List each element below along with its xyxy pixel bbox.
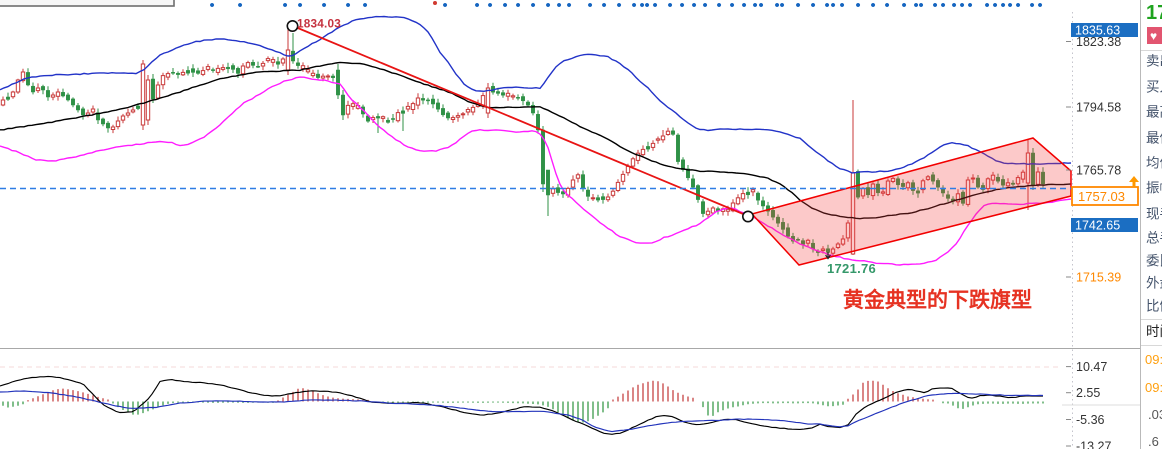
svg-text:2.55: 2.55 xyxy=(1076,386,1100,400)
svg-text:最高: 最高 xyxy=(1146,104,1162,120)
svg-text:比例: 比例 xyxy=(1146,299,1162,314)
svg-text:1823.38: 1823.38 xyxy=(1076,35,1121,49)
svg-text:10.47: 10.47 xyxy=(1076,360,1107,374)
svg-text:卖出: 卖出 xyxy=(1146,54,1162,69)
svg-text:.03: .03 xyxy=(1148,407,1162,422)
svg-text:-5.36: -5.36 xyxy=(1076,413,1105,427)
svg-text:1721.76: 1721.76 xyxy=(827,261,876,276)
svg-text:买入: 买入 xyxy=(1146,80,1162,95)
svg-text:.6: .6 xyxy=(1148,434,1159,449)
svg-text:09:5: 09:5 xyxy=(1145,352,1162,367)
svg-text:1834.03: 1834.03 xyxy=(297,17,341,31)
svg-text:1765.78: 1765.78 xyxy=(1076,164,1121,178)
svg-text:振幅: 振幅 xyxy=(1146,181,1162,196)
svg-text:-13.27: -13.27 xyxy=(1076,440,1111,450)
svg-text:1757.03: 1757.03 xyxy=(1078,189,1125,204)
svg-text:现手: 现手 xyxy=(1146,207,1162,222)
svg-text:1715.39: 1715.39 xyxy=(1076,271,1121,285)
svg-text:1742.65: 1742.65 xyxy=(1075,219,1120,233)
svg-text:黄金典型的下跌旗型: 黄金典型的下跌旗型 xyxy=(843,288,1032,312)
svg-text:时间: 时间 xyxy=(1146,324,1162,339)
svg-text:委比: 委比 xyxy=(1146,254,1162,269)
svg-text:总手: 总手 xyxy=(1146,231,1162,246)
svg-text:外盘: 外盘 xyxy=(1146,275,1162,291)
svg-text:1835.63: 1835.63 xyxy=(1075,24,1120,38)
svg-text:09:5: 09:5 xyxy=(1145,380,1162,395)
svg-text:最低: 最低 xyxy=(1146,131,1162,146)
svg-text:1794.58: 1794.58 xyxy=(1076,101,1121,115)
svg-text:♥: ♥ xyxy=(1150,29,1157,43)
svg-text:均价: 均价 xyxy=(1146,156,1162,171)
svg-text:17: 17 xyxy=(1146,2,1162,24)
